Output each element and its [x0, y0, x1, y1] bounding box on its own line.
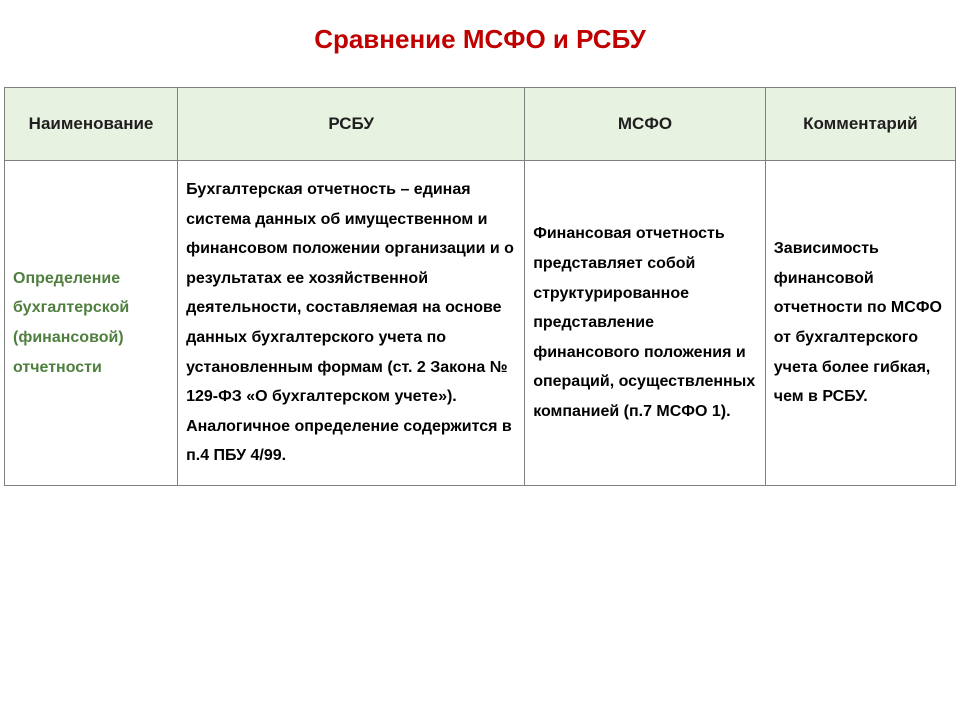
row-label: Определение бухгалтерской (финансовой) о… — [5, 161, 178, 486]
cell-rsbu: Бухгалтерская отчетность – единая систем… — [178, 161, 525, 486]
col-header-comment: Комментарий — [765, 88, 955, 161]
col-header-msfo: МСФО — [525, 88, 766, 161]
page-title: Сравнение МСФО и РСБУ — [4, 24, 956, 55]
cell-comment: Зависимость финансовой отчетности по МСФ… — [765, 161, 955, 486]
col-header-name: Наименование — [5, 88, 178, 161]
table-header-row: Наименование РСБУ МСФО Комментарий — [5, 88, 956, 161]
col-header-rsbu: РСБУ — [178, 88, 525, 161]
comparison-table: Наименование РСБУ МСФО Комментарий Опред… — [4, 87, 956, 486]
cell-msfo: Финансовая отчетность представляет собой… — [525, 161, 766, 486]
table-row: Определение бухгалтерской (финансовой) о… — [5, 161, 956, 486]
